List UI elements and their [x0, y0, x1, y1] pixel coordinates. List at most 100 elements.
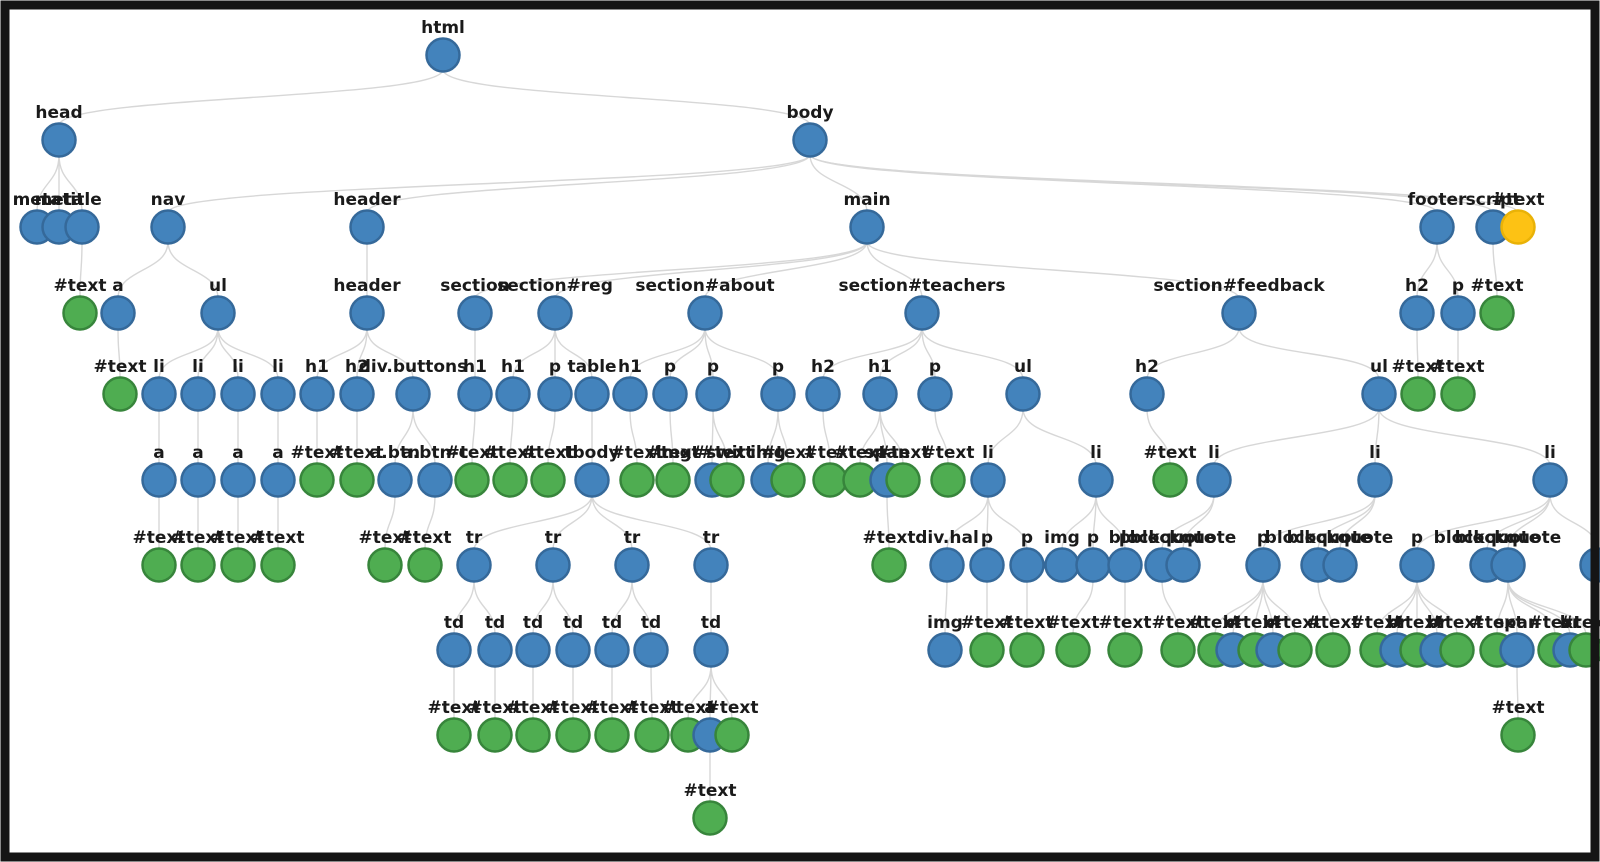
tree-node-text[interactable]: [1152, 462, 1188, 498]
tree-node-td[interactable]: [436, 632, 472, 668]
tree-node-text[interactable]: [102, 376, 138, 412]
tree-node-td[interactable]: [693, 632, 729, 668]
tree-node-head[interactable]: [41, 122, 77, 158]
tree-node-text[interactable]: [436, 717, 472, 753]
tree-node-text[interactable]: [871, 547, 907, 583]
tree-node-text[interactable]: [454, 462, 490, 498]
tree-node-text[interactable]: [407, 547, 443, 583]
tree-node-text[interactable]: [1277, 632, 1313, 668]
tree-node-text[interactable]: [492, 462, 528, 498]
tree-node-text[interactable]: [770, 462, 806, 498]
tree-node-footer[interactable]: [1419, 209, 1455, 245]
tree-node-sectionreg[interactable]: [537, 295, 573, 331]
tree-node-text[interactable]: [1500, 209, 1536, 245]
tree-node-text[interactable]: [260, 547, 296, 583]
tree-node-text[interactable]: [180, 547, 216, 583]
tree-node-table[interactable]: [574, 376, 610, 412]
tree-node-text[interactable]: [812, 462, 848, 498]
tree-node-tr[interactable]: [456, 547, 492, 583]
tree-node-body[interactable]: [792, 122, 828, 158]
tree-node-text[interactable]: [1440, 376, 1476, 412]
tree-node-span[interactable]: [1499, 632, 1535, 668]
tree-node-text[interactable]: [692, 800, 728, 836]
tree-node-ul[interactable]: [1005, 376, 1041, 412]
tree-node-text[interactable]: [885, 462, 921, 498]
tree-node-text[interactable]: [1009, 632, 1045, 668]
tree-node-text[interactable]: [714, 717, 750, 753]
tree-node-text[interactable]: [1439, 632, 1475, 668]
tree-node-p[interactable]: [652, 376, 688, 412]
tree-node-p[interactable]: [1245, 547, 1281, 583]
tree-node-a[interactable]: [100, 295, 136, 331]
tree-node-h2[interactable]: [339, 376, 375, 412]
tree-node-html[interactable]: [425, 37, 461, 73]
tree-node-p[interactable]: [1399, 547, 1435, 583]
tree-node-text[interactable]: [339, 462, 375, 498]
tree-node-li[interactable]: [260, 376, 296, 412]
tree-node-a.btn[interactable]: [377, 462, 413, 498]
tree-node-a[interactable]: [260, 462, 296, 498]
tree-node-p[interactable]: [969, 547, 1005, 583]
tree-node-td[interactable]: [515, 632, 551, 668]
tree-node-h1[interactable]: [299, 376, 335, 412]
tree-node-text[interactable]: [530, 462, 566, 498]
tree-node-ul[interactable]: [200, 295, 236, 331]
tree-node-td[interactable]: [477, 632, 513, 668]
tree-node-li[interactable]: [141, 376, 177, 412]
tree-node-tbody[interactable]: [574, 462, 610, 498]
tree-node-header[interactable]: [349, 295, 385, 331]
tree-node-img[interactable]: [927, 632, 963, 668]
tree-node-h1[interactable]: [495, 376, 531, 412]
tree-node-p[interactable]: [1440, 295, 1476, 331]
tree-node-text[interactable]: [969, 632, 1005, 668]
tree-node-p[interactable]: [1107, 547, 1143, 583]
tree-node-sectionabout[interactable]: [687, 295, 723, 331]
tree-node-tr[interactable]: [535, 547, 571, 583]
tree-node-a[interactable]: [141, 462, 177, 498]
tree-node-text[interactable]: [1160, 632, 1196, 668]
tree-node-text[interactable]: [1400, 376, 1436, 412]
tree-node-img[interactable]: [1044, 547, 1080, 583]
tree-node-tr[interactable]: [614, 547, 650, 583]
tree-node-text[interactable]: [555, 717, 591, 753]
tree-node-text[interactable]: [1055, 632, 1091, 668]
tree-node-h2[interactable]: [1399, 295, 1435, 331]
tree-node-li[interactable]: [1078, 462, 1114, 498]
tree-node-text[interactable]: [367, 547, 403, 583]
tree-node-li[interactable]: [220, 376, 256, 412]
tree-node-text[interactable]: [594, 717, 630, 753]
tree-node-blockquote[interactable]: [1322, 547, 1358, 583]
tree-node-nav[interactable]: [150, 209, 186, 245]
tree-node-h2[interactable]: [1129, 376, 1165, 412]
tree-node-p[interactable]: [760, 376, 796, 412]
tree-node-text[interactable]: [709, 462, 745, 498]
tree-node-li[interactable]: [1196, 462, 1232, 498]
tree-node-text[interactable]: [930, 462, 966, 498]
tree-node-td[interactable]: [594, 632, 630, 668]
tree-node-ul[interactable]: [1361, 376, 1397, 412]
tree-node-div.buttons[interactable]: [395, 376, 431, 412]
tree-node-li[interactable]: [970, 462, 1006, 498]
tree-node-main[interactable]: [849, 209, 885, 245]
tree-node-text[interactable]: [619, 462, 655, 498]
tree-node-a[interactable]: [220, 462, 256, 498]
tree-node-li[interactable]: [1357, 462, 1393, 498]
tree-node-h1[interactable]: [612, 376, 648, 412]
tree-node-title[interactable]: [64, 209, 100, 245]
tree-node-header[interactable]: [349, 209, 385, 245]
tree-node-p[interactable]: [695, 376, 731, 412]
tree-node-sectionteachers[interactable]: [904, 295, 940, 331]
tree-node-p[interactable]: [1009, 547, 1045, 583]
tree-node-p[interactable]: [1075, 547, 1111, 583]
tree-node-h2[interactable]: [805, 376, 841, 412]
tree-node-text[interactable]: [655, 462, 691, 498]
tree-node-td[interactable]: [633, 632, 669, 668]
tree-node-a[interactable]: [180, 462, 216, 498]
tree-node-h1[interactable]: [457, 376, 493, 412]
tree-node-text[interactable]: [634, 717, 670, 753]
tree-node-text[interactable]: [141, 547, 177, 583]
tree-node-text[interactable]: [1107, 632, 1143, 668]
tree-node-text[interactable]: [515, 717, 551, 753]
tree-node-div.hal[interactable]: [929, 547, 965, 583]
tree-node-p[interactable]: [917, 376, 953, 412]
